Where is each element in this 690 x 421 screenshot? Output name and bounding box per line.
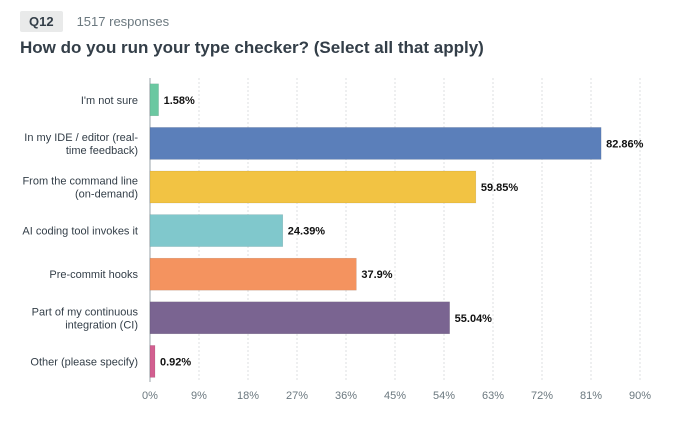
x-tick-label: 9%: [191, 390, 207, 402]
chart-title: How do you run your type checker? (Selec…: [20, 38, 484, 57]
x-tick-label: 27%: [286, 390, 308, 402]
value-label: 82.86%: [606, 138, 644, 150]
x-tick-label: 63%: [482, 390, 504, 402]
category-label: Pre-commit hooks: [49, 269, 138, 281]
category-label: From the command line (on-demand): [22, 176, 138, 201]
question-header: Q12 1517 responses: [20, 10, 169, 32]
category-label: I'm not sure: [81, 95, 138, 107]
x-tick-label: 36%: [335, 390, 357, 402]
x-tick-label: 45%: [384, 390, 406, 402]
category-label: In my IDE / editor (real-time feedback): [24, 132, 138, 157]
value-label: 24.39%: [288, 226, 326, 238]
bar: [149, 257, 357, 291]
x-tick-label: 72%: [531, 390, 553, 402]
category-label: Part of my continuous integration (CI): [32, 306, 139, 331]
bar: [149, 127, 602, 160]
bar: [149, 345, 156, 378]
x-tick-label: 0%: [142, 390, 158, 402]
bar: [149, 170, 477, 204]
bar: [149, 83, 159, 117]
category-label: AI coding tool invokes it: [22, 226, 138, 238]
x-tick-label: 81%: [580, 390, 602, 402]
category-label: Other (please specify): [30, 356, 138, 368]
x-tick-label: 54%: [433, 390, 455, 402]
x-tick-label: 18%: [237, 390, 259, 402]
value-label: 37.9%: [361, 269, 392, 281]
response-count: 1517 responses: [76, 13, 170, 29]
bar: [149, 301, 450, 335]
x-tick-label: 90%: [629, 390, 651, 402]
question-badge: Q12: [20, 10, 63, 32]
value-label: 55.04%: [455, 313, 493, 325]
value-label: 0.92%: [160, 356, 191, 368]
value-label: 1.58%: [164, 95, 195, 107]
value-label: 59.85%: [481, 182, 519, 194]
bar: [149, 214, 284, 247]
